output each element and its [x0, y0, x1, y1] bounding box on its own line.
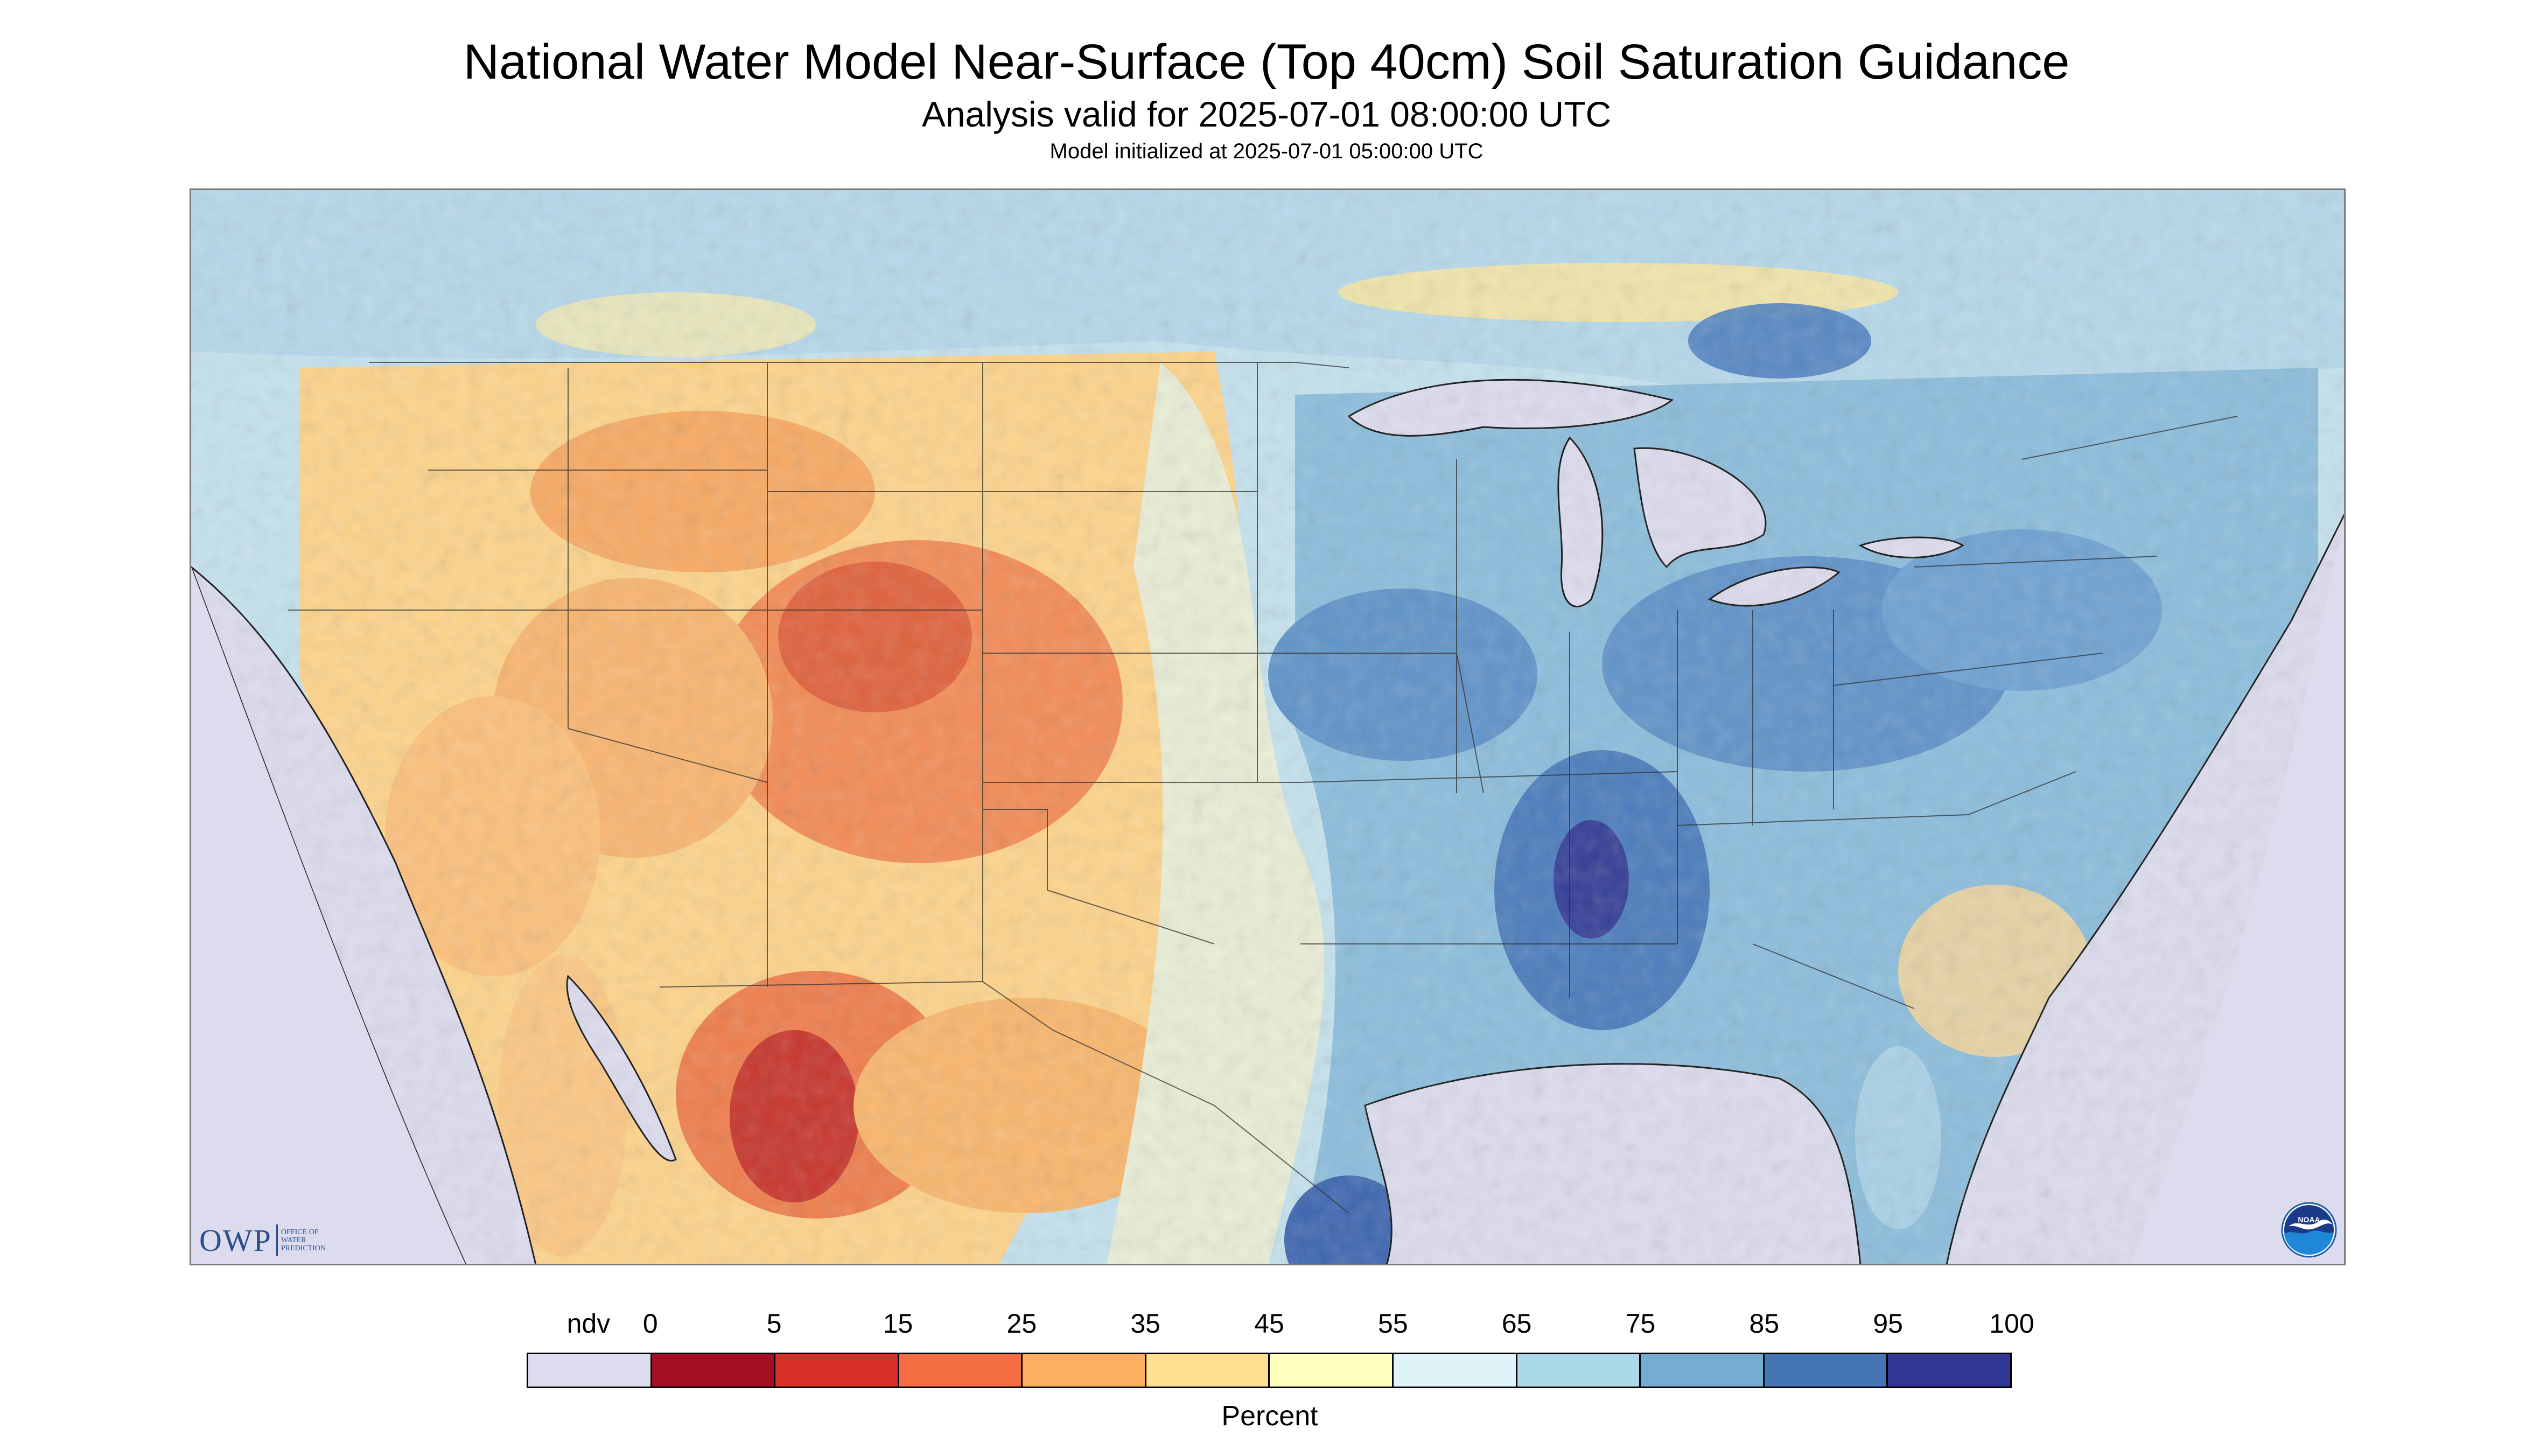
model-domain — [191, 190, 2344, 1264]
legend-swatch — [899, 1354, 1023, 1387]
soil-saturation-map — [190, 188, 2346, 1265]
owp-logo-text: OFFICE OF WATER PREDICTION — [281, 1228, 326, 1252]
legend-label-ndv: ndv — [566, 1308, 611, 1339]
legend-swatch — [1394, 1354, 1517, 1387]
legend-tick-label: 25 — [1006, 1308, 1037, 1339]
field-speckle-texture — [191, 190, 2344, 1264]
legend-swatch — [528, 1354, 652, 1387]
legend-tick-label: 5 — [766, 1308, 782, 1339]
legend-swatch — [1270, 1354, 1394, 1387]
legend-unit-label: Percent — [1221, 1401, 1318, 1432]
legend-swatch — [652, 1354, 776, 1387]
legend-color-bar — [527, 1353, 2012, 1388]
legend-swatch — [1146, 1354, 1270, 1387]
legend-swatch — [1764, 1354, 1888, 1387]
map-title: National Water Model Near-Surface (Top 4… — [463, 34, 2070, 89]
legend-tick-label: 0 — [642, 1308, 658, 1339]
legend-tick-label: 65 — [1501, 1308, 1532, 1339]
legend-tick-label: 15 — [883, 1308, 913, 1339]
legend-tick-label: 45 — [1254, 1308, 1284, 1339]
color-legend: ndv 0 5 15 25 35 45 55 65 75 85 95 100 Percent — [527, 1303, 2034, 1432]
legend-labels: ndv 0 5 15 25 35 45 55 65 75 85 95 100 — [527, 1303, 2034, 1341]
owp-logo-divider — [276, 1224, 278, 1256]
legend-tick-label: 95 — [1873, 1308, 1903, 1339]
noaa-logo: NOAA — [2281, 1202, 2337, 1258]
owp-logo-letters: OWP — [199, 1222, 272, 1258]
analysis-valid-time: Analysis valid for 2025-07-01 08:00:00 U… — [921, 94, 1612, 134]
legend-swatch — [1641, 1354, 1765, 1387]
legend-tick-label: 35 — [1130, 1308, 1160, 1339]
legend-tick-label: 100 — [1989, 1308, 2034, 1339]
legend-swatch — [1517, 1354, 1641, 1387]
legend-tick-label: 85 — [1749, 1308, 1780, 1339]
legend-tick-label: 55 — [1378, 1308, 1408, 1339]
legend-swatch — [775, 1354, 899, 1387]
legend-tick-label: 75 — [1625, 1308, 1656, 1339]
legend-swatch — [1023, 1354, 1146, 1387]
model-init-time: Model initialized at 2025-07-01 05:00:00… — [1049, 139, 1484, 163]
noaa-logo-text: NOAA — [2298, 1215, 2320, 1224]
owp-logo: OWP OFFICE OF WATER PREDICTION — [199, 1221, 326, 1259]
political-boundaries — [288, 362, 2238, 1214]
legend-swatch — [1888, 1354, 2010, 1387]
